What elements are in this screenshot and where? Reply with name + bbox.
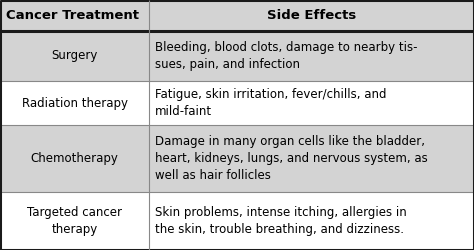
Bar	[0, 30, 149, 82]
Bar	[149, 82, 474, 125]
Bar	[149, 192, 474, 250]
Bar	[0, 125, 149, 192]
Text: Chemotherapy: Chemotherapy	[31, 152, 118, 165]
Bar	[149, 30, 474, 82]
Text: Damage in many organ cells like the bladder,
heart, kidneys, lungs, and nervous : Damage in many organ cells like the blad…	[155, 135, 428, 182]
Bar	[0, 192, 149, 250]
Text: Bleeding, blood clots, damage to nearby tis-
sues, pain, and infection: Bleeding, blood clots, damage to nearby …	[155, 41, 418, 71]
Bar	[0, 0, 149, 30]
Text: Targeted cancer
therapy: Targeted cancer therapy	[27, 206, 122, 236]
Text: Side Effects: Side Effects	[267, 9, 356, 22]
Text: Surgery: Surgery	[52, 50, 98, 62]
Text: Skin problems, intense itching, allergies in
the skin, trouble breathing, and di: Skin problems, intense itching, allergie…	[155, 206, 407, 236]
Text: Cancer Treatment: Cancer Treatment	[6, 9, 139, 22]
Bar	[149, 125, 474, 192]
Text: Fatigue, skin irritation, fever/chills, and
mild-faint: Fatigue, skin irritation, fever/chills, …	[155, 88, 386, 118]
Text: Radiation therapy: Radiation therapy	[22, 97, 128, 110]
Bar	[0, 82, 149, 125]
Bar	[149, 0, 474, 30]
